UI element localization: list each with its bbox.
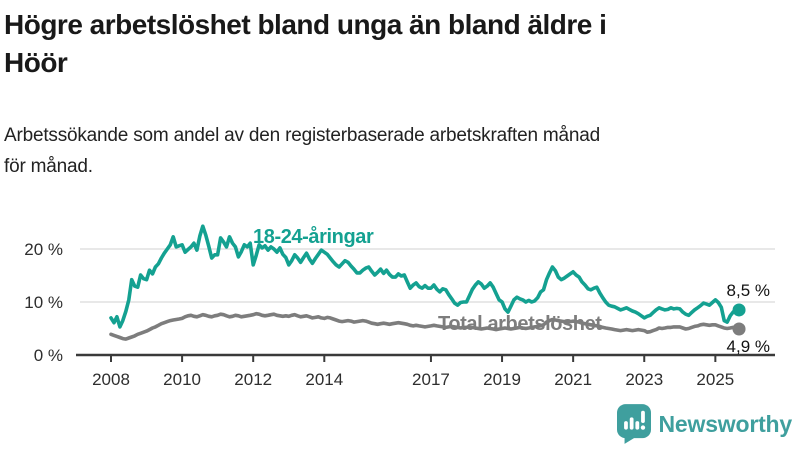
x-axis-label-2014: 2014	[305, 370, 343, 389]
x-axis-label-2012: 2012	[234, 370, 272, 389]
newsworthy-logo-icon	[616, 404, 651, 444]
brand-name: Newsworthy	[658, 410, 793, 437]
x-axis-label-2010: 2010	[163, 370, 201, 389]
subtitle-line-2: för månad.	[4, 156, 93, 177]
subtitle-line-1: Arbetssökande som andel av den registerb…	[4, 125, 601, 146]
series-line-0	[109, 224, 741, 329]
page-title: Högre arbetslöshet bland unga än bland ä…	[4, 6, 784, 82]
y-axis-label-10: 10 %	[24, 293, 63, 312]
series-end-dot-0	[732, 303, 746, 317]
newsworthy-branding: Newsworthy	[616, 404, 793, 444]
chart-subtitle: Arbetssökande som andel av den registerb…	[4, 120, 784, 182]
x-axis-label-2017: 2017	[412, 370, 450, 389]
series-end-dot-1	[732, 322, 746, 336]
x-axis-label-2023: 2023	[625, 370, 663, 389]
title-line-2: Höör	[4, 47, 68, 78]
x-axis-label-2025: 2025	[696, 370, 734, 389]
y-axis-label-0: 0 %	[34, 346, 63, 365]
x-axis-label-2021: 2021	[554, 370, 592, 389]
series-label-total: Total arbetslöshet	[438, 313, 602, 335]
end-value-youth: 8,5 %	[727, 281, 770, 300]
x-axis-label-2008: 2008	[92, 370, 130, 389]
y-axis-label-20: 20 %	[24, 240, 63, 259]
x-axis-label-2019: 2019	[483, 370, 521, 389]
title-line-1: Högre arbetslöshet bland unga än bland ä…	[4, 9, 607, 40]
end-value-total: 4,9 %	[727, 337, 770, 356]
series-label-youth: 18-24-åringar	[253, 225, 374, 248]
series-line-1	[109, 311, 741, 341]
